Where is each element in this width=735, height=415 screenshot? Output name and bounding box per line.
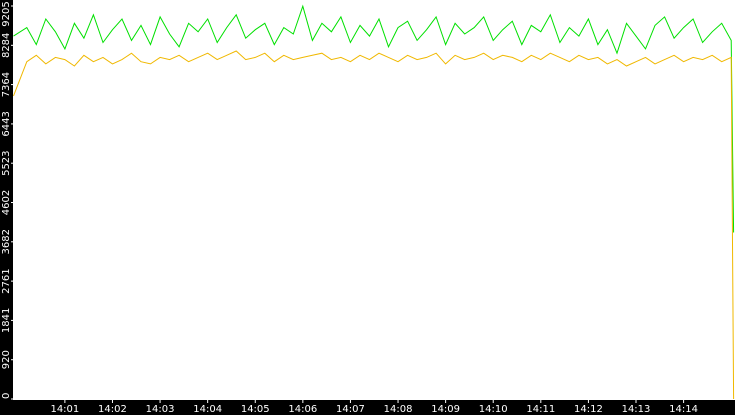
y-tick-label: 2761 [1,268,12,293]
x-tick-label: 14:06 [288,404,317,415]
y-tick-label: 7364 [1,72,12,97]
x-tick-label: 14:14 [669,404,698,415]
x-tick-label: 14:07 [336,404,365,415]
x-tick-label: 14:04 [193,404,222,415]
y-tick-label: 9205 [1,1,12,26]
x-tick-label: 14:13 [622,404,651,415]
series-line [13,4,735,233]
y-axis-strip [0,0,13,415]
x-tick-label: 14:03 [146,404,175,415]
x-tick-label: 14:01 [50,404,79,415]
x-axis-strip [0,400,735,415]
y-tick-label: 1841 [1,308,12,333]
y-tick-label: 5523 [1,150,12,175]
y-tick-label: 0 [1,393,12,399]
x-tick-label: 14:02 [98,404,127,415]
x-tick-label: 14:10 [479,404,508,415]
x-tick-label: 14:11 [526,404,555,415]
y-tick-label: 4602 [1,190,12,215]
y-tick-label: 6443 [1,111,12,136]
y-tick-label: 920 [1,350,12,369]
y-tick-label: 8284 [1,33,12,58]
x-tick-label: 14:08 [384,404,413,415]
series-line [13,50,735,400]
x-tick-label: 14:09 [431,404,460,415]
y-tick-label: 3682 [1,229,12,254]
x-tick-label: 14:12 [574,404,603,415]
x-tick-label: 14:05 [241,404,270,415]
plot-area [13,0,735,400]
